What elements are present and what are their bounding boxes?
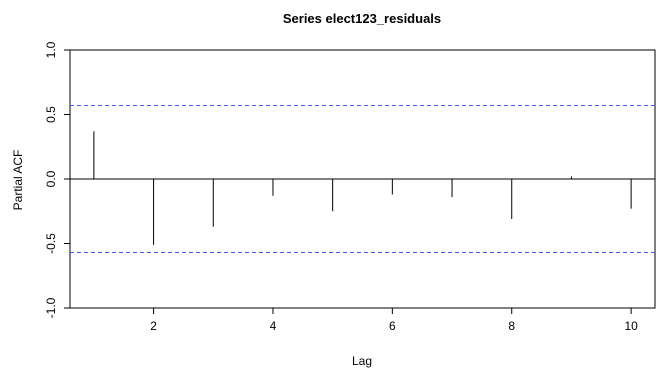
- x-tick-label-4: 4: [270, 319, 277, 333]
- x-tick-label-8: 8: [508, 319, 515, 333]
- title-layer: Series elect123_residuals Lag Partial AC…: [11, 11, 441, 368]
- reference-lines-layer: [70, 104, 655, 254]
- x-tick-label-2: 2: [150, 319, 157, 333]
- y-tick-label--0.5: -0.5: [44, 233, 58, 254]
- x-tick-label-10: 10: [624, 319, 638, 333]
- bars-layer: [93, 131, 632, 245]
- y-ticks-layer: -1.0 -0.5 0.0 0.5 1.0: [44, 41, 70, 318]
- y-tick-label--1.0: -1.0: [44, 297, 58, 318]
- x-axis-title: Lag: [352, 354, 372, 368]
- y-tick-label-0.5: 0.5: [44, 106, 58, 123]
- x-ticks-layer: 2 4 6 8 10: [150, 308, 638, 333]
- chart-title: Series elect123_residuals: [283, 11, 441, 26]
- y-tick-label-1.0: 1.0: [44, 41, 58, 58]
- y-tick-label-0.0: 0.0: [44, 170, 58, 187]
- y-axis-title: Partial ACF: [11, 150, 25, 211]
- x-tick-label-6: 6: [389, 319, 396, 333]
